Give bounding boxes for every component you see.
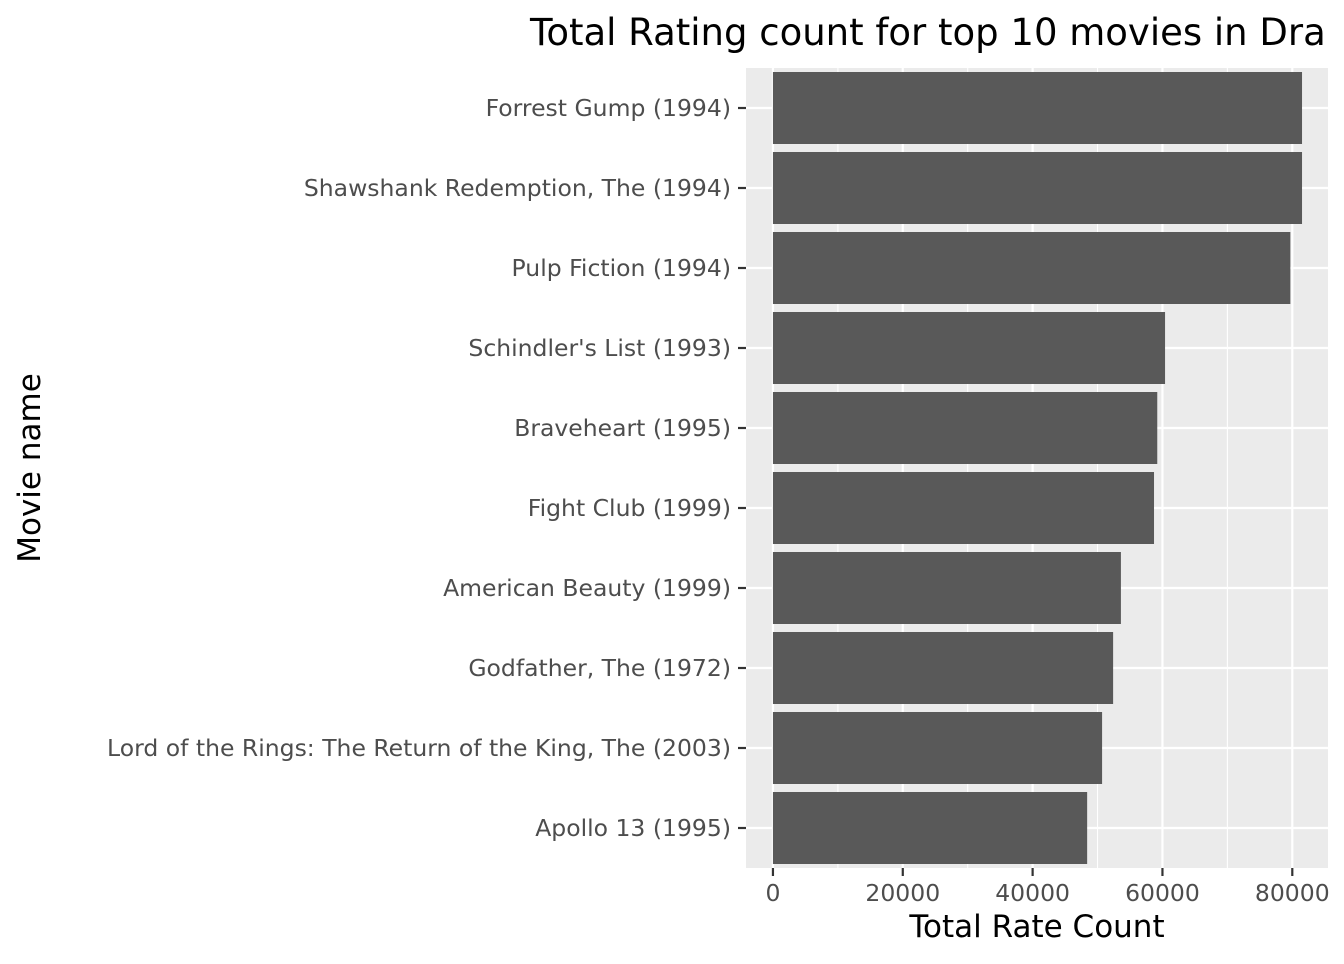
bar xyxy=(772,472,1155,544)
bar xyxy=(772,792,1088,864)
y-tick-label: Schindler's List (1993) xyxy=(468,334,731,362)
bar xyxy=(772,632,1114,704)
y-tick-label: Braveheart (1995) xyxy=(514,414,731,442)
x-tick-label: 40000 xyxy=(995,879,1070,907)
bar xyxy=(772,712,1103,784)
bar xyxy=(772,312,1166,384)
y-axis-title: Movie name xyxy=(12,373,48,563)
y-tick-label: Apollo 13 (1995) xyxy=(535,814,731,842)
x-axis: 0 20000 40000 60000 80000 xyxy=(765,868,1330,907)
x-tick-label: 0 xyxy=(765,879,780,907)
bar xyxy=(772,232,1291,304)
x-tick-label: 80000 xyxy=(1255,879,1330,907)
x-tick-label: 60000 xyxy=(1125,879,1200,907)
y-tick-label: American Beauty (1999) xyxy=(443,574,731,602)
y-tick-label: Shawshank Redemption, The (1994) xyxy=(304,174,731,202)
x-tick-label: 20000 xyxy=(865,879,940,907)
y-tick-label: Lord of the Rings: The Return of the Kin… xyxy=(107,734,731,762)
y-tick-label: Forrest Gump (1994) xyxy=(486,94,731,122)
bars-group xyxy=(772,72,1303,864)
y-tick-label: Godfather, The (1972) xyxy=(468,654,731,682)
x-axis-title: Total Rate Count xyxy=(908,909,1164,945)
y-tick-label: Pulp Fiction (1994) xyxy=(512,254,731,282)
chart-title: Total Rating count for top 10 movies in … xyxy=(529,11,1326,54)
bar xyxy=(772,552,1121,624)
bar xyxy=(772,152,1303,224)
y-tick-label: Fight Club (1999) xyxy=(528,494,731,522)
bar xyxy=(772,72,1303,144)
y-axis: Forrest Gump (1994) Shawshank Redemption,… xyxy=(107,94,746,842)
bar xyxy=(772,392,1158,464)
